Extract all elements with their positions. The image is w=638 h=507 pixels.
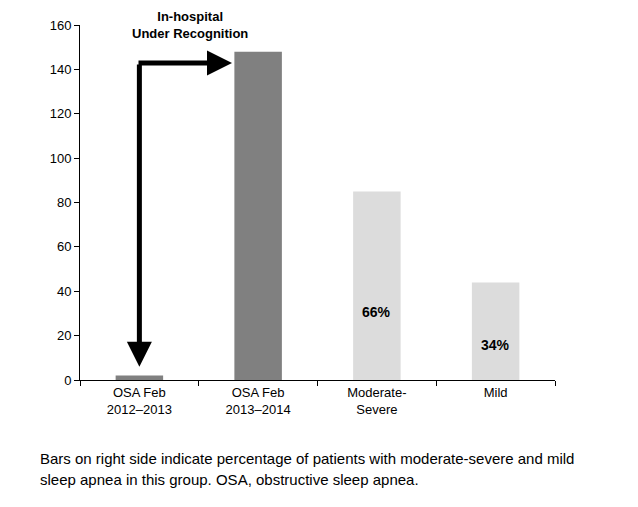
svg-text:34%: 34% (481, 337, 510, 353)
svg-text:0: 0 (64, 373, 71, 388)
svg-text:OSA Feb2013–2014: OSA Feb2013–2014 (226, 385, 291, 417)
svg-text:OSA Feb2012–2013: OSA Feb2012–2013 (107, 385, 172, 417)
svg-text:Mild: Mild (484, 385, 508, 400)
svg-text:In-hospitalUnder Recognition: In-hospitalUnder Recognition (132, 9, 248, 41)
svg-text:160: 160 (50, 18, 72, 33)
svg-text:120: 120 (50, 106, 72, 121)
svg-text:40: 40 (57, 284, 71, 299)
svg-text:66%: 66% (362, 304, 391, 320)
svg-text:140: 140 (50, 62, 72, 77)
svg-text:80: 80 (57, 195, 71, 210)
svg-text:20: 20 (57, 328, 71, 343)
svg-text:Moderate-Severe: Moderate-Severe (347, 385, 406, 417)
svg-text:100: 100 (50, 151, 72, 166)
svg-text:60: 60 (57, 239, 71, 254)
html-text:Bars on right side indicate pe: Bars on right side indicate percentage o… (40, 450, 575, 488)
